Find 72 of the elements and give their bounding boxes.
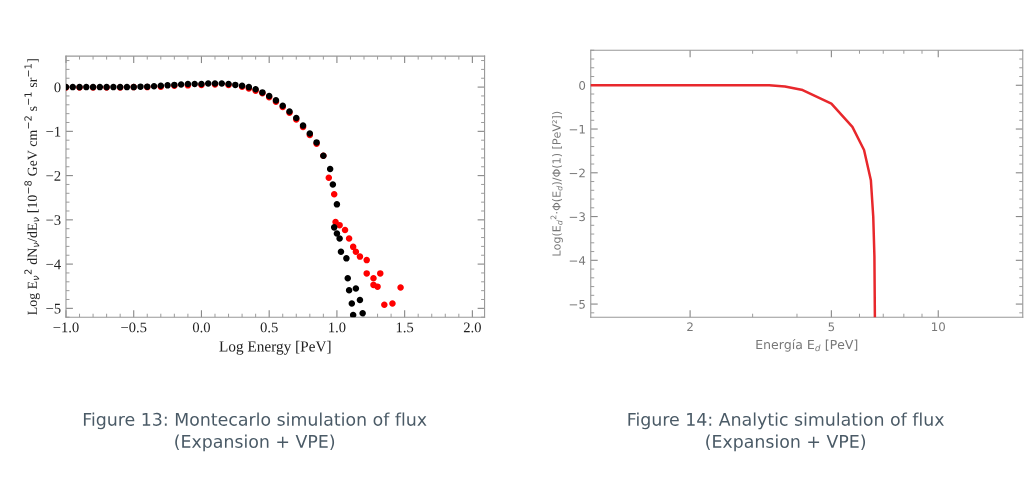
point bbox=[381, 301, 388, 309]
x-axis-title: Log Energy [PeV] bbox=[219, 340, 331, 355]
point bbox=[137, 83, 144, 90]
y-tick-label: −1 bbox=[569, 124, 585, 134]
point bbox=[177, 81, 185, 88]
point bbox=[356, 253, 364, 260]
point bbox=[352, 285, 360, 292]
point bbox=[345, 235, 353, 242]
x-tick-label: 2.0 bbox=[463, 322, 481, 333]
y-tick-label: −3 bbox=[569, 212, 585, 222]
x-tick-label: 1.0 bbox=[329, 322, 346, 333]
point bbox=[164, 82, 171, 89]
point bbox=[344, 275, 352, 282]
point bbox=[359, 309, 366, 317]
point bbox=[349, 311, 357, 318]
point bbox=[330, 224, 338, 231]
point bbox=[96, 83, 104, 91]
x-axis-title: Energía E$_{d}$ [PeV] bbox=[756, 339, 858, 352]
point bbox=[377, 270, 384, 277]
y-tick-label: −2 bbox=[569, 168, 585, 178]
point bbox=[333, 230, 341, 237]
point bbox=[204, 80, 212, 87]
y-axis-title: Log(E$_{d}$$^{2}$·Φ(E$_{d}$)/Φ(1) [PeV²]) bbox=[550, 111, 563, 256]
point bbox=[374, 283, 381, 290]
x-tick-label: 5 bbox=[828, 322, 835, 332]
point bbox=[389, 300, 396, 307]
point bbox=[341, 226, 349, 234]
text: Log E$_{ν}$$^{2}$ dN$_{ν}$/dE$_{ν}$ [10$^{−8}$ GeV cm$^{−2}$ s$^{−1}$ sr$^{−1}$] bbox=[24, 59, 40, 315]
point bbox=[123, 83, 131, 91]
x-tick-label: −0.5 bbox=[121, 322, 147, 333]
caption: Figure 14: Analytic simulation of flux (Expansion + VPE) bbox=[628, 412, 944, 452]
y-tick-label: 0 bbox=[579, 81, 586, 90]
y-tick-label: −4 bbox=[569, 256, 586, 265]
point bbox=[352, 248, 360, 255]
y-tick-label: −2 bbox=[46, 171, 61, 181]
point bbox=[69, 83, 77, 91]
y-tick-label: −3 bbox=[46, 215, 61, 226]
point bbox=[370, 275, 377, 282]
point bbox=[232, 81, 239, 89]
point bbox=[191, 80, 198, 88]
point bbox=[343, 255, 350, 262]
y-tick-label: −1 bbox=[46, 126, 61, 137]
point bbox=[336, 235, 343, 242]
y-tick-label: −5 bbox=[569, 299, 585, 309]
x-tick-label: 0.5 bbox=[260, 322, 278, 333]
point bbox=[337, 248, 345, 255]
x-tick-label: 0.0 bbox=[192, 322, 211, 333]
point bbox=[326, 165, 334, 173]
point bbox=[83, 83, 90, 91]
point bbox=[336, 221, 343, 229]
point bbox=[345, 286, 353, 294]
x-tick-label: 2 bbox=[687, 322, 693, 332]
point bbox=[348, 300, 356, 307]
caption: Figure 13: Montecarlo simulation of flux (Expansion + VPE) bbox=[83, 412, 427, 452]
point bbox=[325, 174, 333, 182]
point bbox=[218, 80, 226, 87]
point bbox=[150, 82, 158, 90]
point bbox=[110, 83, 117, 91]
point bbox=[363, 256, 370, 264]
point bbox=[349, 243, 357, 251]
point bbox=[356, 296, 364, 304]
point bbox=[333, 201, 341, 208]
point bbox=[363, 270, 370, 277]
y-tick-label: 0 bbox=[54, 82, 61, 93]
y-tick-label: −4 bbox=[46, 259, 61, 270]
x-tick-label: 1.5 bbox=[396, 322, 414, 333]
point bbox=[330, 190, 338, 198]
x-tick-label: −1.0 bbox=[53, 322, 79, 333]
point bbox=[329, 181, 337, 188]
y-tick-label: −5 bbox=[46, 303, 61, 314]
point bbox=[397, 284, 404, 291]
x-tick-label: 10 bbox=[932, 322, 945, 332]
